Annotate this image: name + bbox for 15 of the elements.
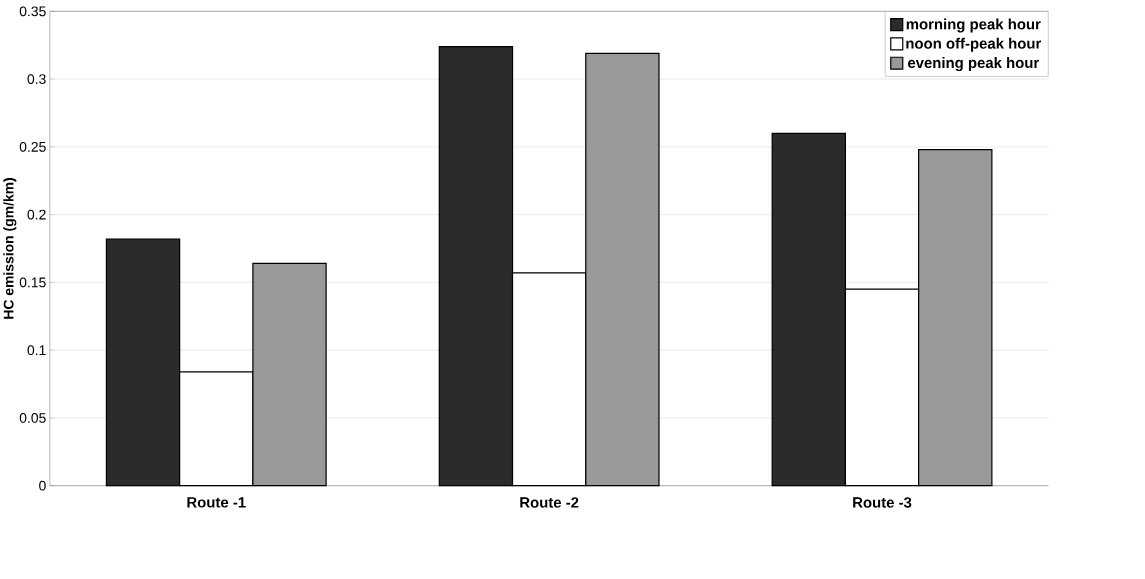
y-tick-label: 0.05	[19, 412, 46, 423]
y-tick-label: 0.15	[19, 277, 46, 288]
x-tick-label: Route -1	[187, 497, 246, 508]
y-tick-label: 0.1	[27, 345, 46, 355]
y-tick-label: 0.3	[27, 74, 46, 84]
y-axis-title: HC emission (gm/km)	[3, 177, 17, 319]
y-tick-label: 0	[39, 480, 46, 491]
legend-label: morning peak hour	[906, 18, 1041, 33]
x-tick-label: Route -3	[853, 497, 912, 508]
legend-label: noon off-peak hour	[906, 37, 1042, 52]
y-tick-label: 0.2	[27, 209, 46, 220]
legend-label: evening peak hour	[907, 56, 1040, 71]
x-tick-label: Route -2	[520, 497, 579, 508]
y-tick-label: 0.35	[19, 6, 46, 17]
y-tick-label: 0.25	[19, 141, 46, 152]
